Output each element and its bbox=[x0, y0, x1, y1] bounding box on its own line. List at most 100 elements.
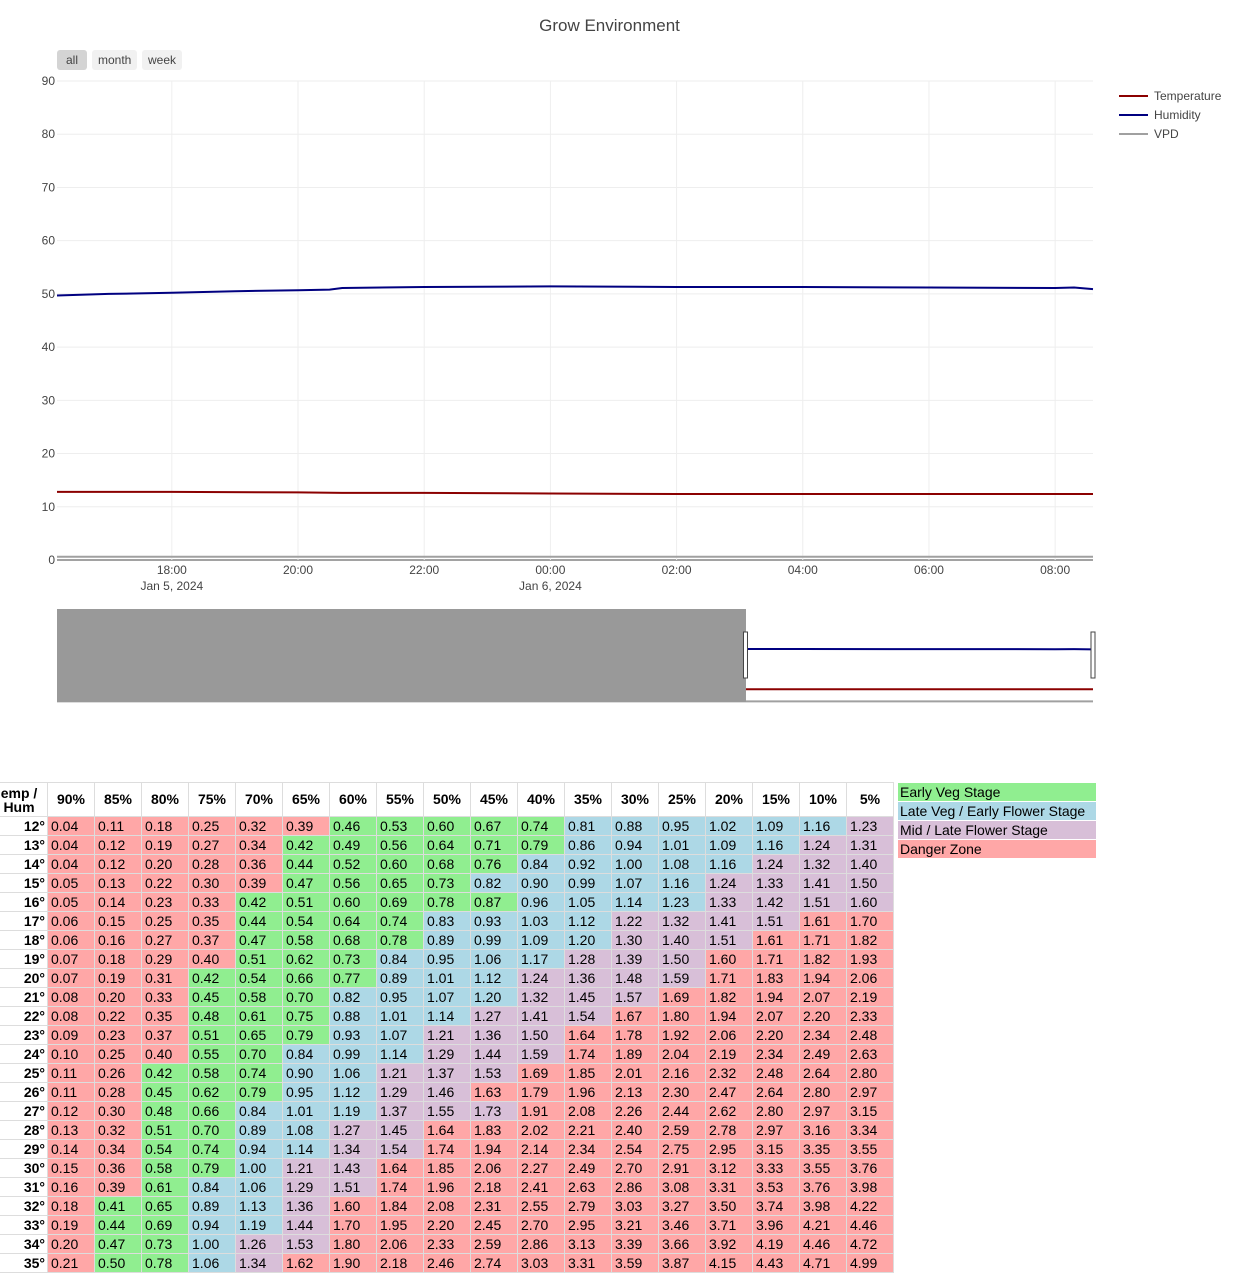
vpd-cell: 1.12 bbox=[470, 968, 518, 988]
vpd-cell: 2.06 bbox=[846, 968, 894, 988]
legend-label: Humidity bbox=[1154, 108, 1201, 122]
column-header: 55% bbox=[376, 782, 424, 817]
vpd-cell: 0.65 bbox=[141, 1196, 189, 1216]
vpd-cell: 3.15 bbox=[846, 1101, 894, 1121]
vpd-cell: 0.74 bbox=[188, 1139, 236, 1159]
vpd-cell: 2.02 bbox=[517, 1120, 565, 1140]
vpd-cell: 0.09 bbox=[47, 1025, 95, 1045]
vpd-cell: 0.60 bbox=[329, 892, 377, 912]
range-slider-right-handle[interactable] bbox=[1090, 631, 1096, 679]
vpd-cell: 2.04 bbox=[658, 1044, 706, 1064]
vpd-cell: 1.07 bbox=[611, 873, 659, 893]
vpd-cell: 3.96 bbox=[752, 1215, 800, 1235]
vpd-cell: 0.78 bbox=[376, 930, 424, 950]
table-row: 31° 0.16 0.39 0.61 0.84 1.06 1.29 1.51 1.74 1.96 2… bbox=[0, 1177, 894, 1197]
vpd-cell: 0.79 bbox=[235, 1082, 283, 1102]
column-header: 65% bbox=[282, 782, 330, 817]
vpd-cell: 1.13 bbox=[235, 1196, 283, 1216]
vpd-cell: 1.37 bbox=[376, 1101, 424, 1121]
vpd-cell: 0.52 bbox=[329, 854, 377, 874]
vpd-cell: 1.36 bbox=[282, 1196, 330, 1216]
vpd-cell: 0.58 bbox=[141, 1158, 189, 1178]
vpd-cell: 2.46 bbox=[423, 1253, 471, 1273]
vpd-cell: 0.32 bbox=[94, 1120, 142, 1140]
vpd-cell: 1.40 bbox=[846, 854, 894, 874]
table-row: 16° 0.05 0.14 0.23 0.33 0.42 0.51 0.60 0.69 0.78 0… bbox=[0, 892, 894, 912]
row-header-temp: 14° bbox=[0, 854, 48, 874]
range-button-all[interactable]: all bbox=[57, 50, 87, 70]
vpd-cell: 1.06 bbox=[188, 1253, 236, 1273]
vpd-cell: 0.61 bbox=[141, 1177, 189, 1197]
vpd-cell: 1.02 bbox=[705, 816, 753, 836]
row-header-temp: 16° bbox=[0, 892, 48, 912]
vpd-cell: 2.18 bbox=[470, 1177, 518, 1197]
vpd-cell: 1.85 bbox=[564, 1063, 612, 1083]
vpd-cell: 1.71 bbox=[705, 968, 753, 988]
column-header: 40% bbox=[517, 782, 565, 817]
vpd-cell: 2.27 bbox=[517, 1158, 565, 1178]
vpd-cell: 1.82 bbox=[846, 930, 894, 950]
vpd-cell: 0.79 bbox=[188, 1158, 236, 1178]
range-button-month[interactable]: month bbox=[92, 50, 137, 70]
vpd-cell: 2.26 bbox=[611, 1101, 659, 1121]
vpd-cell: 1.50 bbox=[517, 1025, 565, 1045]
vpd-cell: 1.24 bbox=[705, 873, 753, 893]
vpd-cell: 0.46 bbox=[329, 816, 377, 836]
range-button-week[interactable]: week bbox=[142, 50, 182, 70]
vpd-cell: 0.73 bbox=[141, 1234, 189, 1254]
vpd-cell: 1.54 bbox=[376, 1139, 424, 1159]
vpd-cell: 1.40 bbox=[658, 930, 706, 950]
vpd-cell: 1.39 bbox=[611, 949, 659, 969]
line-chart[interactable]: 0 10 20 30 40 50 60 70 80 90 18:00 Jan 5, 2024 20:0… bbox=[0, 0, 1239, 710]
range-slider-left-handle[interactable] bbox=[742, 631, 748, 679]
vpd-cell: 3.39 bbox=[611, 1234, 659, 1254]
vpd-cell: 3.13 bbox=[564, 1234, 612, 1254]
vpd-cell: 1.93 bbox=[846, 949, 894, 969]
vpd-cell: 2.21 bbox=[564, 1120, 612, 1140]
y-tick-label: 70 bbox=[42, 180, 56, 194]
vpd-cell: 0.11 bbox=[47, 1063, 95, 1083]
vpd-cell: 0.04 bbox=[47, 816, 95, 836]
vpd-cell: 0.05 bbox=[47, 892, 95, 912]
x-tick-date-label: Jan 5, 2024 bbox=[140, 579, 203, 593]
vpd-cell: 1.50 bbox=[846, 873, 894, 893]
vpd-cell: 0.68 bbox=[329, 930, 377, 950]
vpd-cell: 1.14 bbox=[282, 1139, 330, 1159]
vpd-cell: 0.88 bbox=[329, 1006, 377, 1026]
vpd-cell: 0.64 bbox=[329, 911, 377, 931]
vpd-cell: 1.27 bbox=[470, 1006, 518, 1026]
row-header-temp: 27° bbox=[0, 1101, 48, 1121]
vpd-cell: 2.78 bbox=[705, 1120, 753, 1140]
range-slider[interactable] bbox=[56, 608, 1096, 703]
vpd-cell: 1.23 bbox=[658, 892, 706, 912]
vpd-cell: 0.73 bbox=[423, 873, 471, 893]
range-slider-mask bbox=[57, 609, 746, 702]
vpd-cell: 0.39 bbox=[94, 1177, 142, 1197]
row-header-temp: 32° bbox=[0, 1196, 48, 1216]
vpd-cell: 2.08 bbox=[423, 1196, 471, 1216]
vpd-cell: 2.07 bbox=[799, 987, 847, 1007]
vpd-cell: 1.89 bbox=[611, 1044, 659, 1064]
row-header-temp: 28° bbox=[0, 1120, 48, 1140]
x-tick-label: 22:00 bbox=[409, 563, 439, 577]
vpd-cell: 0.42 bbox=[282, 835, 330, 855]
vpd-cell: 1.36 bbox=[564, 968, 612, 988]
vpd-cell: 3.87 bbox=[658, 1253, 706, 1273]
vpd-cell: 0.73 bbox=[329, 949, 377, 969]
vpd-cell: 1.06 bbox=[329, 1063, 377, 1083]
row-header-temp: 33° bbox=[0, 1215, 48, 1235]
vpd-cell: 1.34 bbox=[235, 1253, 283, 1273]
vpd-cell: 2.41 bbox=[517, 1177, 565, 1197]
vpd-cell: 1.51 bbox=[752, 911, 800, 931]
vpd-cell: 0.90 bbox=[517, 873, 565, 893]
vpd-cell: 0.66 bbox=[188, 1101, 236, 1121]
vpd-cell: 1.16 bbox=[752, 835, 800, 855]
vpd-cell: 1.53 bbox=[470, 1063, 518, 1083]
vpd-cell: 2.34 bbox=[752, 1044, 800, 1064]
vpd-cell: 1.31 bbox=[846, 835, 894, 855]
vpd-cell: 0.79 bbox=[517, 835, 565, 855]
vpd-cell: 2.70 bbox=[517, 1215, 565, 1235]
vpd-cell: 1.12 bbox=[329, 1082, 377, 1102]
vpd-cell: 1.70 bbox=[329, 1215, 377, 1235]
vpd-cell: 0.92 bbox=[564, 854, 612, 874]
